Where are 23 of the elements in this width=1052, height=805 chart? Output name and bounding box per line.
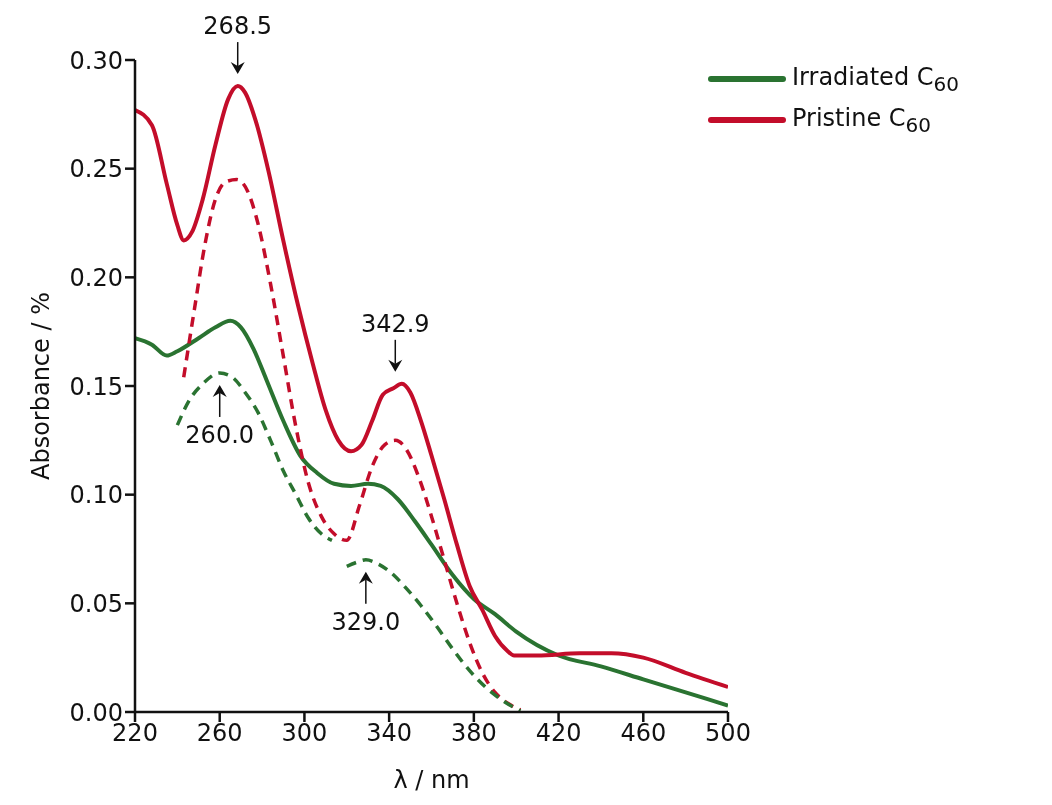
y-tick-label: 0.10 [69, 481, 123, 510]
y-tick-label: 0.30 [69, 46, 123, 75]
legend-label: Pristine C$_{60}$ [792, 103, 931, 137]
annotation: 329.0 [331, 607, 401, 636]
y-tick-label: 0.05 [69, 589, 123, 618]
annotation: 260.0 [185, 420, 255, 449]
x-tick-label: 500 [705, 719, 751, 748]
legend-label: Irradiated C$_{60}$ [792, 63, 959, 96]
x-tick-label: 460 [620, 719, 667, 748]
y-tick-label: 0.15 [69, 372, 123, 401]
x-tick-label: 260 [196, 719, 243, 748]
annotation: 268.5 [203, 12, 273, 41]
line-series [181, 177, 523, 712]
x-tick-label: 420 [535, 719, 582, 748]
y-tick-label: 0.20 [69, 263, 123, 292]
annotation: 342.9 [360, 309, 430, 338]
y-tick-label: 0.25 [69, 155, 123, 184]
y-axis-title: Absorbance / % [26, 292, 55, 480]
x-tick-label: 300 [281, 719, 328, 748]
x-axis-title: λ / nm [393, 766, 470, 794]
x-tick-label: 380 [450, 719, 497, 748]
line-series [135, 84, 728, 690]
x-tick-label: 340 [366, 719, 413, 748]
